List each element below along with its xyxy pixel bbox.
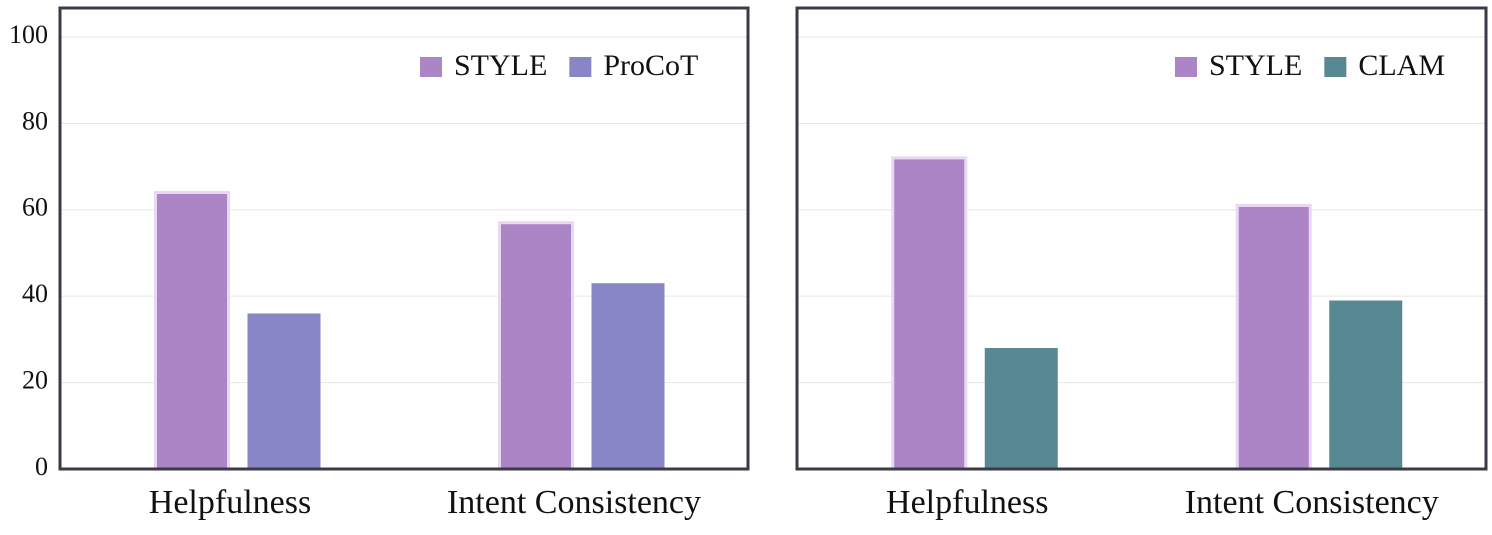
bar [984, 348, 1058, 469]
legend-label: STYLE [454, 49, 547, 82]
bar [247, 313, 321, 469]
y-tick-label: 100 [9, 20, 48, 49]
y-tick-label: 40 [22, 279, 48, 308]
legend-swatch [420, 57, 442, 77]
x-tick-label: Helpfulness [149, 484, 311, 521]
bar [1235, 203, 1312, 471]
legend-swatch [569, 57, 592, 77]
y-tick-label: 20 [22, 366, 48, 395]
plot-frame [58, 6, 750, 471]
legend-label: ProCoT [603, 49, 698, 82]
legend-label: STYLE [1209, 49, 1302, 82]
y-tick-label: 80 [22, 106, 48, 135]
bar [1329, 300, 1403, 469]
y-tick-label: 60 [22, 193, 48, 222]
bar [154, 190, 230, 471]
bar [591, 283, 665, 469]
x-tick-label: Helpfulness [886, 484, 1048, 521]
legend-swatch [1324, 57, 1347, 77]
x-tick-label: Intent Consistency [447, 484, 701, 521]
bar [891, 156, 968, 471]
y-tick-label: 0 [35, 452, 48, 481]
x-tick-label: Intent Consistency [1185, 484, 1439, 521]
legend-label: CLAM [1358, 49, 1445, 82]
bar [498, 221, 574, 471]
legend-swatch [1175, 57, 1197, 77]
plot-frame [795, 6, 1488, 471]
